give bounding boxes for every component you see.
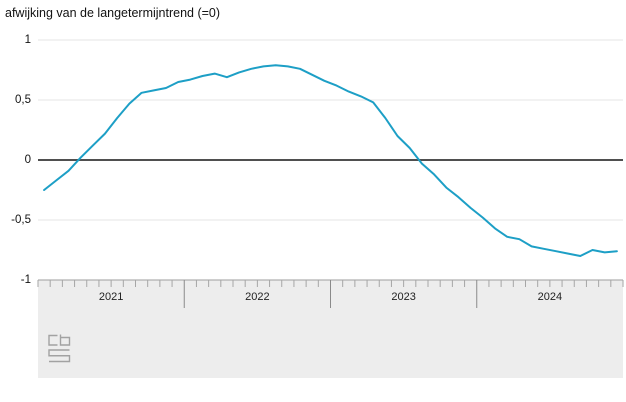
chart-title: afwijking van de langetermijntrend (=0) [5,6,221,20]
y-axis-tick-label: 0 [24,154,31,166]
y-axis-tick-label: 1 [24,34,31,46]
year-label: 2021 [99,291,123,303]
y-axis-tick-label: -1 [20,274,31,286]
cbs-logo-letter-b [59,334,71,346]
x-axis-year-labels: 2021 2022 2023 2024 [99,291,562,303]
cbs-logo-letter-c [48,334,58,346]
year-label: 2023 [391,291,415,303]
year-label: 2024 [538,291,562,303]
year-label: 2022 [245,291,269,303]
trend-line [43,64,618,257]
x-axis-ticks [37,280,624,308]
y-axis-tick-label: 0,5 [15,94,31,106]
gridlines [38,39,623,221]
cbs-logo-icon [48,334,71,363]
cbs-logo-letter-s [48,349,71,363]
y-axis-tick-label: -0,5 [11,214,31,226]
